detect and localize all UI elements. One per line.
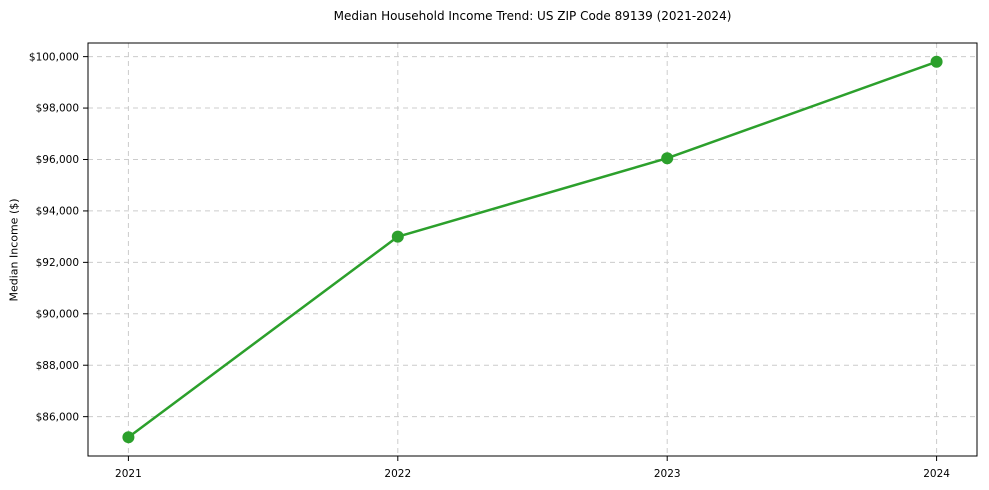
data-point-2021 xyxy=(122,431,135,444)
x-tick-label: 2022 xyxy=(384,468,411,480)
chart-title: Median Household Income Trend: US ZIP Co… xyxy=(333,9,732,23)
y-tick-label: $88,000 xyxy=(36,360,79,372)
y-tick-label: $92,000 xyxy=(36,257,79,269)
data-point-2024 xyxy=(930,55,943,68)
axes-frame xyxy=(87,42,978,457)
y-tick-label: $90,000 xyxy=(36,308,79,320)
y-tick-label: $94,000 xyxy=(36,206,79,218)
y-tick-label: $98,000 xyxy=(36,103,79,115)
data-point-2022 xyxy=(391,230,404,243)
x-tick-label: 2021 xyxy=(115,468,142,480)
y-tick-label: $100,000 xyxy=(29,51,79,63)
data-point-2023 xyxy=(661,152,674,165)
x-tick-label: 2023 xyxy=(654,468,681,480)
trend-line xyxy=(127,60,938,439)
x-tick-label: 2024 xyxy=(923,468,950,480)
y-axis-label: Median Income ($) xyxy=(7,198,21,302)
y-tick-label: $96,000 xyxy=(36,154,79,166)
y-tick-label: $86,000 xyxy=(36,411,79,423)
